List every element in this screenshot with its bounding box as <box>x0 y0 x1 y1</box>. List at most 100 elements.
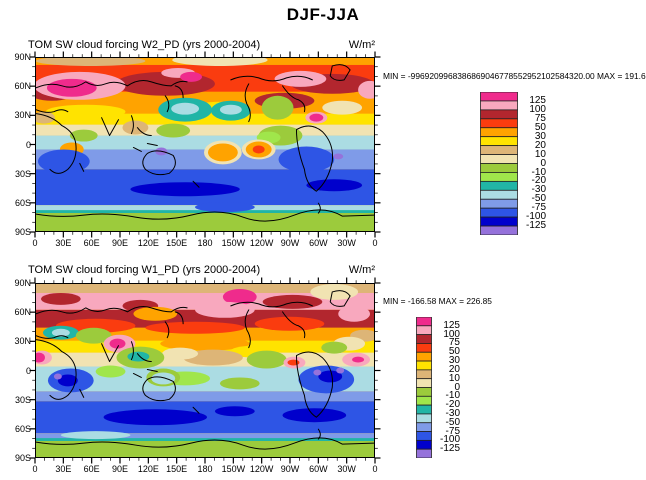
colorbar-box <box>416 369 432 380</box>
lon-tick-label: 150W <box>221 464 246 474</box>
lon-tick-label: 150W <box>221 238 246 248</box>
colorbar-box <box>480 109 518 120</box>
colorbar-box <box>480 207 518 218</box>
lat-tick-label: 60N <box>14 307 31 318</box>
colorbar-level-label: -125 <box>525 220 546 232</box>
colorbar-level-label: 0 <box>540 157 546 169</box>
colorbar-box <box>480 92 518 102</box>
lat-tick-label: 0 <box>25 139 31 150</box>
lon-tick-label: 180 <box>197 238 213 248</box>
lat-tick-label: 90N <box>14 52 31 62</box>
lat-tick-label: 30N <box>14 110 31 121</box>
colorbar-box <box>416 343 432 353</box>
colorbar-box <box>480 127 518 138</box>
lon-tick-label: 150E <box>166 464 188 474</box>
colorbar-box <box>480 189 518 200</box>
colorbar-level-label: 75 <box>448 337 460 349</box>
panel2-colorbar <box>416 317 432 458</box>
colorbar-level-label: -20 <box>445 399 460 411</box>
colorbar-box <box>416 395 432 406</box>
colorbar-level-label: -75 <box>445 425 460 437</box>
lon-tick-label: 120E <box>137 238 159 248</box>
colorbar-level-label: -125 <box>439 443 460 455</box>
map-w1pd <box>35 283 375 458</box>
colorbar-box <box>416 378 432 388</box>
lon-tick-label: 0 <box>372 464 378 474</box>
colorbar-level-label: 125 <box>443 319 460 331</box>
panel1-colorbar <box>480 92 518 235</box>
lat-tick-label: 30S <box>14 168 31 179</box>
colorbar-level-label: 30 <box>448 355 460 367</box>
colorbar-box <box>480 163 518 173</box>
colorbar-level-label: 10 <box>448 372 460 384</box>
plot-title: DJF-JJA <box>286 5 360 24</box>
colorbar-box <box>416 413 432 424</box>
colorbar-level-label: -20 <box>531 175 546 187</box>
colorbar-level-label: -50 <box>445 416 460 428</box>
lat-tick-label: 30N <box>14 336 31 347</box>
lat-tick-label: 60S <box>14 423 31 434</box>
lon-tick-label: 90W <box>280 238 300 248</box>
panel2-minmax: MIN = -166.58 MAX = 226.85 <box>383 296 492 306</box>
colorbar-level-label: -50 <box>531 193 546 205</box>
colorbar-box <box>416 317 432 327</box>
colorbar-box <box>416 325 432 336</box>
colorbar-level-label: 20 <box>534 139 546 151</box>
lat-tick-label: 90N <box>14 278 31 288</box>
colorbar-level-label: 10 <box>534 148 546 160</box>
lon-tick-label: 120E <box>137 464 159 474</box>
colorbar-level-label: -75 <box>531 202 546 214</box>
colorbar-box <box>480 172 518 182</box>
panel2-title: TOM SW cloud forcing W1_PD (yrs 2000-200… <box>28 264 261 276</box>
colorbar-level-label: 50 <box>534 121 546 133</box>
lon-tick-label: 60W <box>309 238 328 248</box>
colorbar-level-label: 75 <box>534 112 546 124</box>
lat-tick-label: 90S <box>14 453 31 463</box>
lon-tick-label: 30W <box>337 238 356 248</box>
colorbar-box <box>480 118 518 129</box>
colorbar-box <box>416 387 432 397</box>
lon-tick-label: 0 <box>32 464 38 474</box>
colorbar-box <box>480 180 518 191</box>
colorbar-level-label: 20 <box>448 363 460 375</box>
colorbar-level-label: -30 <box>445 407 460 419</box>
map-w1pd-art <box>36 284 374 457</box>
lon-tick-label: 180 <box>197 464 213 474</box>
colorbar-box <box>416 404 432 415</box>
panel1-header: TOM SW cloud forcing W2_PD (yrs 2000-200… <box>28 39 375 51</box>
colorbar-box <box>416 448 432 458</box>
colorbar-level-label: 0 <box>454 381 460 393</box>
panel1-title: TOM SW cloud forcing W2_PD (yrs 2000-200… <box>28 39 261 51</box>
lon-tick-label: 0 <box>32 238 38 248</box>
colorbar-level-label: -10 <box>531 166 546 178</box>
lat-tick-label: 60S <box>14 197 31 208</box>
lon-tick-label: 60W <box>309 464 328 474</box>
panel1-colorbar-labels: 125 100 75 50 30 20 10 0 -10 -20 -30 -50 -75 -100 -125 <box>520 92 546 235</box>
colorbar-box <box>480 154 518 164</box>
colorbar-box <box>480 198 518 209</box>
lon-tick-label: 60E <box>83 464 100 474</box>
colorbar-level-label: -100 <box>439 434 460 446</box>
lon-tick-label: 90W <box>280 464 300 474</box>
lon-tick-label: 30W <box>337 464 356 474</box>
coastlines <box>36 64 374 222</box>
lon-tick-label: 120W <box>249 464 274 474</box>
colorbar-level-label: -30 <box>531 184 546 196</box>
lon-tick-label: 30E <box>55 238 72 248</box>
colorbar-level-label: 100 <box>529 103 546 115</box>
colorbar-level-label: -10 <box>445 390 460 402</box>
lat-tick-label: 60N <box>14 81 31 92</box>
lon-tick-label: 60E <box>83 238 100 248</box>
lon-tick-label: 0 <box>372 238 378 248</box>
colorbar-box <box>480 100 518 111</box>
colorbar-level-label: 125 <box>529 94 546 106</box>
panel2-header: TOM SW cloud forcing W1_PD (yrs 2000-200… <box>28 264 375 276</box>
lat-tick-label: 30S <box>14 394 31 405</box>
colorbar-box <box>416 439 432 450</box>
panel2-colorbar-labels: 125 100 75 50 30 20 10 0 -10 -20 -30 -50 -75 -100 -125 <box>434 317 460 458</box>
lat-tick-label: 90S <box>14 227 31 237</box>
colorbar-box <box>416 334 432 344</box>
colorbar-box <box>416 360 432 371</box>
colorbar-box <box>480 216 518 227</box>
